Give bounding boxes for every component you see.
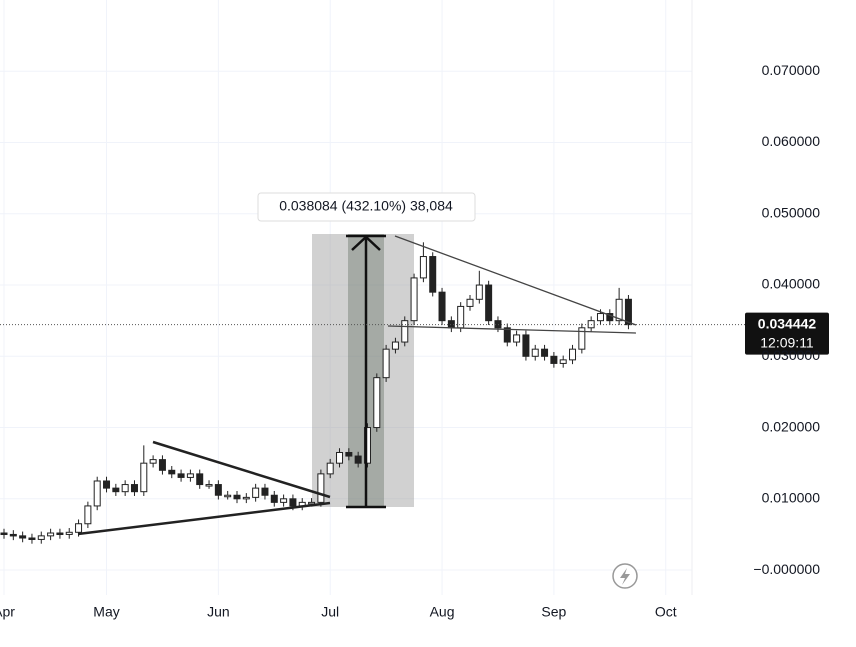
candle-body [65,531,73,535]
candle-body [0,532,8,536]
candle-body [569,348,577,361]
candle-body [168,469,176,475]
countdown-label: 12:09:11 [760,334,814,350]
candle-body [550,355,558,364]
measure-label: 0.038084 (432.10%) 38,084 [279,198,453,214]
candle-body [280,498,288,503]
candle-body [103,480,111,489]
candle-body [363,427,371,464]
x-tick-label: Jun [207,604,230,620]
candle-body [531,348,539,357]
candle-body [391,341,399,350]
y-tick-label: −0.000000 [753,561,820,577]
lightning-icon [620,568,630,585]
candle-body [466,298,474,307]
candle-body [475,284,483,300]
candle-body [75,523,83,533]
y-tick-label: 0.040000 [762,276,821,292]
candle-body [149,459,157,464]
candle-body [429,256,437,293]
candle-body [28,537,36,540]
trend-line [77,501,331,536]
y-tick-label: 0.050000 [762,204,821,220]
measure-box [312,234,414,507]
candle-body [354,455,362,464]
candle-body [252,487,260,498]
candle-body [158,459,166,471]
candle-body [596,313,604,322]
x-tick-label: May [93,604,119,620]
x-tick-label: Apr [0,604,15,620]
candle-body [373,377,381,429]
price-label: 0.034442 [758,315,817,331]
candle-body [261,487,269,496]
candle-body [9,533,17,537]
y-tick-label: 0.010000 [762,490,821,506]
candle-body [494,320,502,329]
price-label-box [745,312,829,355]
candle-body [214,484,222,496]
candle-body [121,484,129,493]
trend-line [387,325,637,334]
candle-body [326,462,334,475]
candle-body [485,284,493,322]
candle-body [615,298,623,322]
candle-body [522,334,530,357]
candle-body [317,473,325,503]
trend-line [152,440,331,499]
x-tick-label: Jul [321,604,339,620]
candle-body [438,291,446,322]
candle-body [289,498,297,507]
x-tick-label: Sep [541,604,566,620]
candle-body [578,327,586,350]
candle-body [401,320,409,343]
candle-body [140,462,148,493]
y-tick-label: 0.030000 [762,347,821,363]
candle-body [196,473,204,486]
trend-line [394,235,637,326]
candle-body [345,451,353,457]
candle-body [112,487,120,493]
candle-body [84,505,92,525]
candle-body [503,327,511,343]
candles [0,242,632,544]
x-tick-label: Aug [430,604,455,620]
y-tick-label: 0.020000 [762,418,821,434]
candle-body [186,473,194,478]
candle-body [177,473,185,478]
measure-label-box [257,192,476,222]
candle-body [419,256,427,279]
candle-body [205,484,213,487]
candle-body [224,494,232,498]
candle-body [233,494,241,500]
candle-body [559,359,567,364]
candle-body [308,501,316,505]
candle-body [242,496,250,500]
candle-body [19,535,27,539]
x-tick-label: Oct [655,604,677,620]
candle-body [624,298,632,326]
y-tick-label: 0.060000 [762,133,821,149]
candle-body [37,535,45,540]
candle-body [382,348,390,379]
candle-body [270,494,278,503]
candle-body [410,277,418,322]
candle-body [47,532,55,537]
candle-body [336,451,344,464]
candle-body [93,480,101,507]
overlay: 0.034442 12:09:11 [0,312,829,355]
y-tick-label: 0.070000 [762,62,821,78]
candle-body [56,532,64,536]
candle-body [130,484,138,493]
candle-body [513,334,521,343]
candle-body [541,348,549,357]
